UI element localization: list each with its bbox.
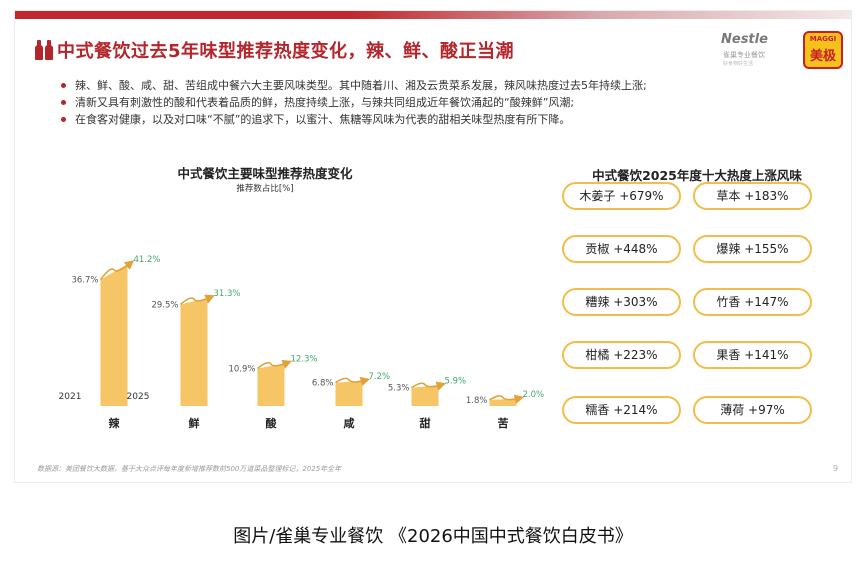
rising-flavor-pill: 果香 +141% [693, 341, 812, 369]
top-rising-title: 中式餐饮2025年度十大热度上涨风味 [592, 168, 802, 183]
image-caption: 图片/雀巢专业餐饮 《2026中国中式餐饮白皮书》 [233, 526, 633, 547]
rising-flavor-pill: 糟辣 +303% [562, 288, 681, 316]
brand-logos: Nestle 雀巢专业餐饮 好食物好生活 MAGGI 美极 [721, 29, 851, 81]
bar-辣 [100, 264, 128, 406]
rising-flavor-pill: 柑橘 +223% [562, 341, 681, 369]
trend-arrow-苦 [489, 394, 525, 404]
flavor-trend-bar-chart: 36.7% 41.2% 辣 29.5% 31.3% 鲜 10.9% 12.3% 酸 6.8% 7.2… [59, 255, 545, 430]
nestle-logo: Nestle [721, 32, 768, 47]
bar-酸 [257, 363, 285, 406]
bar-苦 [489, 399, 517, 406]
rising-flavor-pill: 贡椒 +448% [562, 235, 681, 263]
value-label-2021-酸: 10.9% [228, 364, 255, 374]
category-label-苦: 苦 [498, 416, 509, 430]
rising-flavor-pill: 糯香 +214% [562, 396, 681, 424]
value-label-2021-咸: 6.8% [312, 379, 334, 389]
series-label-2021: 2021 [59, 392, 82, 402]
bullet-item: 清新又具有刺激性的酸和代表着品质的鲜，热度持续上涨，与辣共同组成近年餐饮涌起的“… [57, 94, 647, 111]
trend-arrow-鲜 [179, 294, 215, 305]
value-label-2025-酸: 12.3% [291, 355, 318, 365]
bullet-text: 在食客对健康，以及对口味“不腻”的追求下，以蜜汁、焦糖等风味为代表的甜相关味型热… [75, 113, 571, 126]
value-label-2021-苦: 1.8% [466, 396, 488, 406]
value-label-2021-鲜: 29.5% [151, 300, 178, 310]
bullet-text: 辣、鲜、酸、咸、甜、苦组成中餐六大主要风味类型。其中随着川、湘及云贵菜系发展，辣… [75, 79, 647, 92]
rising-flavor-pill: 草本 +183% [693, 182, 812, 210]
value-label-2025-苦: 2.0% [523, 390, 545, 400]
value-label-2025-咸: 7.2% [369, 372, 391, 382]
value-label-2021-甜: 5.3% [388, 384, 410, 394]
chart-title: 中式餐饮主要味型推荐热度变化 [177, 166, 353, 181]
maggi-logo: MAGGI 美极 [803, 31, 843, 69]
nestle-professional-label: 雀巢专业餐饮 [723, 51, 765, 59]
bullet-list: 辣、鲜、酸、咸、甜、苦组成中餐六大主要风味类型。其中随着川、湘及云贵菜系发展，辣… [57, 77, 647, 128]
bullet-item: 辣、鲜、酸、咸、甜、苦组成中餐六大主要风味类型。其中随着川、湘及云贵菜系发展，辣… [57, 77, 647, 94]
nestle-tagline: 好食物好生活 [723, 61, 754, 67]
bullet-dot-icon [61, 100, 66, 105]
chart-y-axis-label: 推荐数占比[%] [236, 184, 294, 194]
trend-arrow-酸 [256, 359, 292, 370]
value-label-2025-辣: 41.2% [134, 255, 161, 265]
value-label-2021-辣: 36.7% [71, 276, 98, 286]
trend-arrow-辣 [99, 260, 135, 281]
source-footnote: 数据源：美团餐饮大数据，基于大众点评每年度新增推荐数前500万道菜品整理标记，2… [37, 465, 342, 473]
rising-flavor-pill: 爆辣 +155% [693, 235, 812, 263]
trend-arrow-咸 [335, 376, 371, 387]
wine-bottle-icon [35, 40, 43, 60]
category-label-甜: 甜 [420, 416, 431, 430]
value-label-2025-鲜: 31.3% [214, 289, 241, 299]
slide-top-bar [15, 11, 851, 19]
maggi-logo-en: MAGGI [809, 35, 837, 43]
bullet-item: 在食客对健康，以及对口味“不腻”的追求下，以蜜汁、焦糖等风味为代表的甜相关味型热… [57, 111, 647, 128]
page-number: 9 [833, 464, 839, 473]
maggi-logo-cn: 美极 [809, 49, 836, 64]
bar-鲜 [180, 298, 208, 406]
slide: 中式餐饮过去5年味型推荐热度变化，辣、鲜、酸正当潮 Nestle 雀巢专业餐饮 … [14, 10, 852, 483]
bar-咸 [335, 381, 363, 406]
rising-flavor-pill: 竹香 +147% [693, 288, 812, 316]
bar-甜 [411, 385, 439, 406]
wine-bottle-icon [45, 40, 53, 60]
slide-title: 中式餐饮过去5年味型推荐热度变化，辣、鲜、酸正当潮 [57, 41, 515, 62]
category-label-辣: 辣 [109, 416, 121, 430]
trend-arrow-甜 [411, 381, 447, 391]
rising-flavor-pill: 木姜子 +679% [562, 182, 681, 210]
category-label-酸: 酸 [266, 416, 278, 430]
bullet-dot-icon [61, 83, 66, 88]
category-label-咸: 咸 [344, 416, 355, 430]
value-label-2025-甜: 5.9% [445, 377, 467, 387]
bullet-text: 清新又具有刺激性的酸和代表着品质的鲜，热度持续上涨，与辣共同组成近年餐饮涌起的“… [75, 96, 575, 109]
series-label-2025: 2025 [127, 392, 150, 402]
rising-flavor-pill: 薄荷 +97% [693, 396, 812, 424]
bullet-dot-icon [61, 117, 66, 122]
category-label-鲜: 鲜 [189, 416, 200, 430]
